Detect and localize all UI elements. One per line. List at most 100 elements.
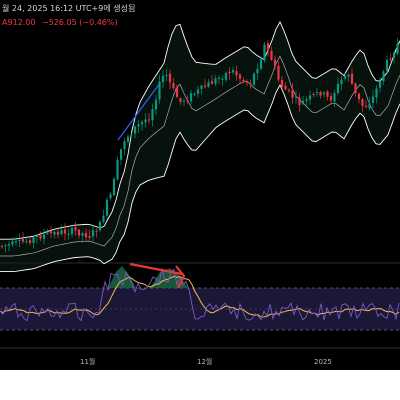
candle-body [0, 245, 4, 247]
candle-body [322, 92, 326, 95]
candle-body [245, 81, 249, 83]
candle-body [196, 89, 200, 94]
candle-body [329, 96, 333, 101]
price-change: −526.05 (−0.46%) [42, 18, 118, 27]
candle-body [347, 74, 350, 77]
candle-body [252, 73, 256, 85]
price-value: A912.00 [2, 18, 36, 27]
candle-body [53, 231, 56, 235]
candle-body [228, 71, 231, 74]
candle-body [193, 93, 196, 95]
candle-body [308, 95, 312, 100]
candle-body [21, 238, 25, 242]
candle-body [235, 71, 238, 76]
price-candles [0, 37, 399, 253]
candle-body [151, 109, 154, 121]
candle-body [25, 241, 28, 243]
candle-body [175, 87, 179, 97]
candle-body [168, 73, 172, 83]
down-arrow-icon [175, 265, 186, 289]
candle-body [224, 72, 228, 80]
candle-body [133, 126, 137, 134]
candle-body [294, 96, 298, 98]
candle-body [105, 199, 109, 216]
candle-body [389, 58, 392, 60]
candle-body [217, 77, 221, 80]
candle-body [123, 141, 126, 150]
candle-body [231, 69, 235, 73]
candle-body [319, 92, 322, 96]
candle-body [396, 44, 399, 54]
candle-body [249, 83, 252, 85]
candle-body [74, 227, 77, 231]
candle-body [56, 231, 60, 235]
bollinger-band-fill [0, 21, 400, 272]
candle-body [273, 59, 277, 67]
candle-body [357, 93, 361, 100]
candle-body [102, 215, 105, 222]
candle-body [60, 230, 63, 235]
candle-body [70, 227, 74, 235]
candle-body [109, 194, 112, 199]
candle-body [161, 75, 165, 83]
bollinger-upper-band [0, 20, 400, 240]
candle-body [284, 85, 287, 90]
candle-body [28, 240, 32, 243]
candle-body [88, 236, 91, 238]
candle-body [144, 119, 147, 123]
candle-body [39, 235, 42, 239]
x-axis-label-2025: 2025 [314, 358, 332, 366]
rsi-moving-average-line [0, 275, 400, 318]
candle-body [154, 99, 158, 110]
candle-body [291, 89, 294, 98]
generated-timestamp: 월 24, 2025 16:12 UTC+9에 생성됨 [2, 4, 136, 13]
candle-body [385, 59, 389, 72]
candle-body [119, 149, 123, 160]
candle-body [364, 105, 368, 108]
chart-window[interactable]: 월 24, 2025 16:12 UTC+9에 생성됨 A912.00 −526… [0, 0, 400, 370]
candle-body [343, 75, 347, 79]
candle-body [368, 103, 371, 109]
chart-canvas[interactable]: 11월 12월 2025 [0, 0, 400, 370]
candle-body [112, 178, 116, 196]
candle-body [277, 65, 280, 80]
candle-body [270, 50, 273, 60]
candle-body [140, 121, 144, 125]
candle-body [263, 44, 266, 61]
candle-body [371, 96, 375, 103]
candle-body [189, 93, 193, 102]
candle-body [354, 83, 357, 93]
candle-body [214, 78, 217, 84]
candle-body [182, 100, 186, 102]
candle-body [259, 59, 263, 69]
bollinger-bands [0, 20, 400, 273]
candle-body [350, 73, 354, 84]
rsi-overbought-fill [108, 266, 136, 288]
candle-body [158, 81, 161, 100]
candle-body [382, 71, 385, 82]
candle-body [301, 100, 305, 104]
rsi-line [0, 268, 400, 322]
candle-body [126, 136, 130, 142]
divergence-annotation[interactable] [129, 262, 186, 289]
candle-body [81, 233, 84, 236]
candle-body [11, 241, 14, 245]
candle-body [98, 221, 102, 231]
candle-body [361, 99, 364, 107]
candle-body [333, 93, 336, 102]
candle-body [312, 94, 315, 96]
candle-body [378, 81, 382, 88]
bollinger-lower-band [0, 84, 400, 273]
candle-body [172, 82, 175, 89]
candle-body [147, 119, 151, 121]
candle-body [340, 79, 343, 85]
candle-body [84, 232, 88, 238]
trend-line[interactable] [117, 82, 161, 141]
chart-header: 월 24, 2025 16:12 UTC+9에 생성됨 A912.00 −526… [0, 0, 400, 34]
candle-body [77, 229, 81, 236]
candle-body [137, 124, 140, 127]
candle-body [336, 83, 340, 93]
candle-body [67, 233, 70, 235]
candle-body [14, 241, 18, 243]
price-readout: A912.00 −526.05 (−0.46%) [2, 17, 118, 28]
